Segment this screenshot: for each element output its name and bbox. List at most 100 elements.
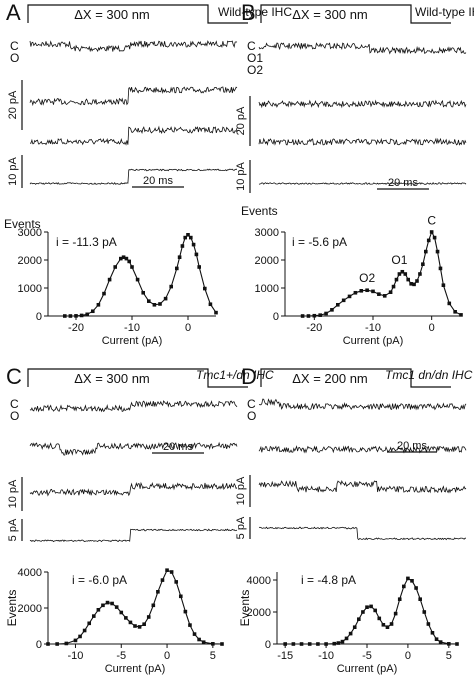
x-tick-label: 0: [185, 322, 191, 334]
current-trace: [30, 125, 238, 146]
current-scale-label: 20 pA: [235, 106, 247, 135]
x-axis-label: Current (pA): [343, 335, 404, 347]
state-label: C: [247, 39, 256, 53]
histogram-point: [156, 590, 160, 594]
x-tick-label: -20: [306, 322, 322, 334]
stimulus-label: ΔX = 300 nm: [74, 371, 150, 386]
current-trace: [258, 526, 466, 541]
histogram-point: [119, 256, 123, 261]
histogram-point: [418, 272, 422, 276]
panel-letter: A: [6, 0, 21, 25]
state-label: O: [10, 51, 19, 65]
x-axis-label: Current (pA): [337, 663, 398, 675]
stimulus-step: [260, 368, 451, 388]
histogram-point: [186, 233, 190, 237]
histogram-point: [307, 642, 312, 646]
panel-letter: C: [6, 364, 22, 389]
histogram-point: [64, 641, 69, 646]
histogram-point: [397, 272, 402, 276]
y-tick-label: 0: [36, 639, 42, 651]
histogram-point: [128, 620, 133, 625]
histogram-point: [133, 624, 137, 628]
histogram-point: [432, 235, 437, 240]
x-axis-label: Current (pA): [105, 663, 166, 675]
histogram-point: [459, 313, 463, 317]
current-scale-label: 10 pA: [235, 476, 247, 505]
histogram-point: [135, 277, 140, 282]
histogram-point: [91, 309, 95, 314]
histogram-point: [160, 578, 165, 582]
histogram-point: [341, 298, 346, 303]
histogram-point: [318, 313, 322, 317]
histogram-point: [82, 628, 87, 633]
histogram-point: [426, 622, 431, 626]
peak-label: O1: [391, 253, 407, 267]
y-axis-label: Events: [241, 204, 278, 218]
histogram-point: [291, 642, 296, 646]
histogram-point: [435, 249, 440, 254]
histogram-point: [130, 265, 134, 269]
state-label: C: [10, 39, 19, 53]
histogram-point: [183, 609, 188, 614]
histogram-point: [397, 597, 402, 601]
time-scale-label: 20 ms: [388, 177, 418, 189]
histogram-point: [55, 642, 59, 646]
y-axis-label: Events: [5, 590, 19, 627]
panel-letter: D: [241, 364, 257, 389]
panel-letter: B: [241, 0, 256, 25]
x-tick-label: -10: [318, 650, 334, 662]
current-trace: [258, 99, 467, 109]
x-tick-label: 0: [164, 650, 170, 662]
histogram-point: [163, 296, 168, 301]
histogram-point: [175, 266, 179, 271]
histogram-point: [382, 294, 387, 298]
histogram-point: [455, 642, 459, 646]
histogram-point: [344, 636, 349, 641]
histogram-point: [201, 640, 206, 644]
histogram-point: [352, 625, 357, 629]
histogram-point: [447, 301, 452, 306]
histogram-point: [369, 604, 373, 609]
histogram-point: [220, 642, 224, 646]
histogram-point: [102, 291, 106, 296]
histogram-point: [316, 642, 320, 646]
gaussian-fit-line: [64, 234, 217, 317]
x-tick-label: -15: [277, 650, 293, 662]
histogram-point: [424, 249, 428, 254]
x-tick-label: 5: [446, 650, 452, 662]
histogram-point: [299, 642, 304, 646]
x-tick-label: -10: [124, 322, 140, 334]
histogram-point: [441, 283, 446, 287]
current-trace: [29, 400, 238, 413]
histogram-point: [348, 631, 353, 636]
histogram-point: [151, 603, 156, 608]
x-tick-label: -10: [365, 322, 381, 334]
histogram-point: [192, 632, 197, 636]
current-scale-label: 10 pA: [235, 161, 247, 190]
peak-label: O2: [359, 271, 375, 285]
histogram-point: [359, 289, 364, 293]
histogram-point: [183, 235, 187, 240]
histogram-point: [421, 262, 425, 266]
histogram-point: [74, 314, 78, 318]
y-tick-label: 4000: [18, 567, 42, 579]
current-scale-label: 5 pA: [7, 518, 19, 541]
histogram-point: [188, 623, 192, 627]
current-trace: [29, 86, 238, 107]
cell-label: Wild-type IHC: [218, 5, 292, 19]
stimulus-label: ΔX = 200 nm: [292, 371, 368, 386]
histogram-point: [158, 302, 162, 306]
stimulus-step: [27, 4, 248, 24]
histogram-point: [203, 286, 207, 291]
histogram-point: [68, 314, 73, 318]
histogram-point: [324, 311, 328, 316]
time-scale-label: 20 ms: [143, 175, 173, 187]
histogram-point: [422, 610, 427, 614]
x-tick-label: 0: [429, 322, 435, 334]
histogram-point: [357, 617, 361, 621]
time-scale-label: 20 ms: [397, 440, 427, 452]
histogram-point: [430, 631, 435, 635]
peak-label: C: [427, 214, 436, 228]
cell-label: Tmc1+/dn IHC: [196, 368, 274, 382]
